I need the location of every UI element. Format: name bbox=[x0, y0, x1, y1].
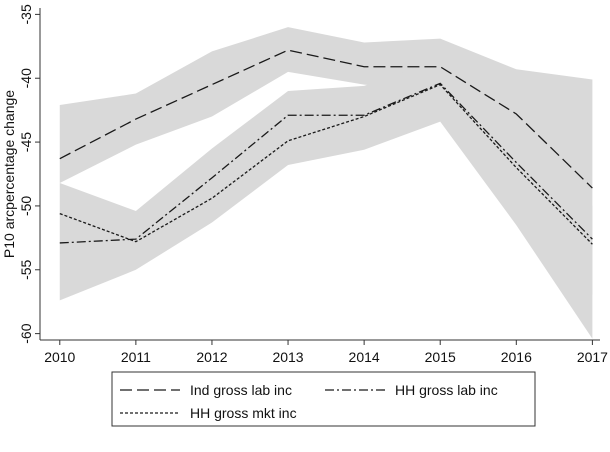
x-tick-label: 2017 bbox=[577, 349, 608, 365]
y-axis-label: P10 arcpercentage change bbox=[1, 90, 17, 258]
legend-label: HH gross lab inc bbox=[395, 382, 498, 398]
x-tick-label: 2014 bbox=[349, 349, 380, 365]
y-tick-label: -45 bbox=[18, 132, 34, 152]
series-line bbox=[59, 82, 593, 244]
x-tick-label: 2011 bbox=[121, 349, 151, 365]
legend-label: Ind gross lab inc bbox=[190, 382, 292, 398]
y-tick-label: -40 bbox=[18, 68, 34, 88]
legend-label: HH gross mkt inc bbox=[190, 405, 297, 421]
y-tick-label: -60 bbox=[18, 323, 34, 343]
series-line bbox=[59, 83, 593, 245]
series-line bbox=[59, 49, 593, 189]
legend-box bbox=[111, 371, 536, 427]
y-tick-label: -50 bbox=[18, 196, 34, 216]
x-tick-label: 2015 bbox=[425, 349, 456, 365]
confidence-band bbox=[59, 59, 593, 339]
x-tick-label: 2016 bbox=[501, 349, 532, 365]
x-tick-label: 2013 bbox=[272, 349, 303, 365]
x-tick-label: 2010 bbox=[44, 349, 75, 365]
y-tick-label: -35 bbox=[18, 4, 34, 24]
x-tick-label: 2012 bbox=[196, 349, 227, 365]
y-tick-label: -55 bbox=[18, 259, 34, 279]
